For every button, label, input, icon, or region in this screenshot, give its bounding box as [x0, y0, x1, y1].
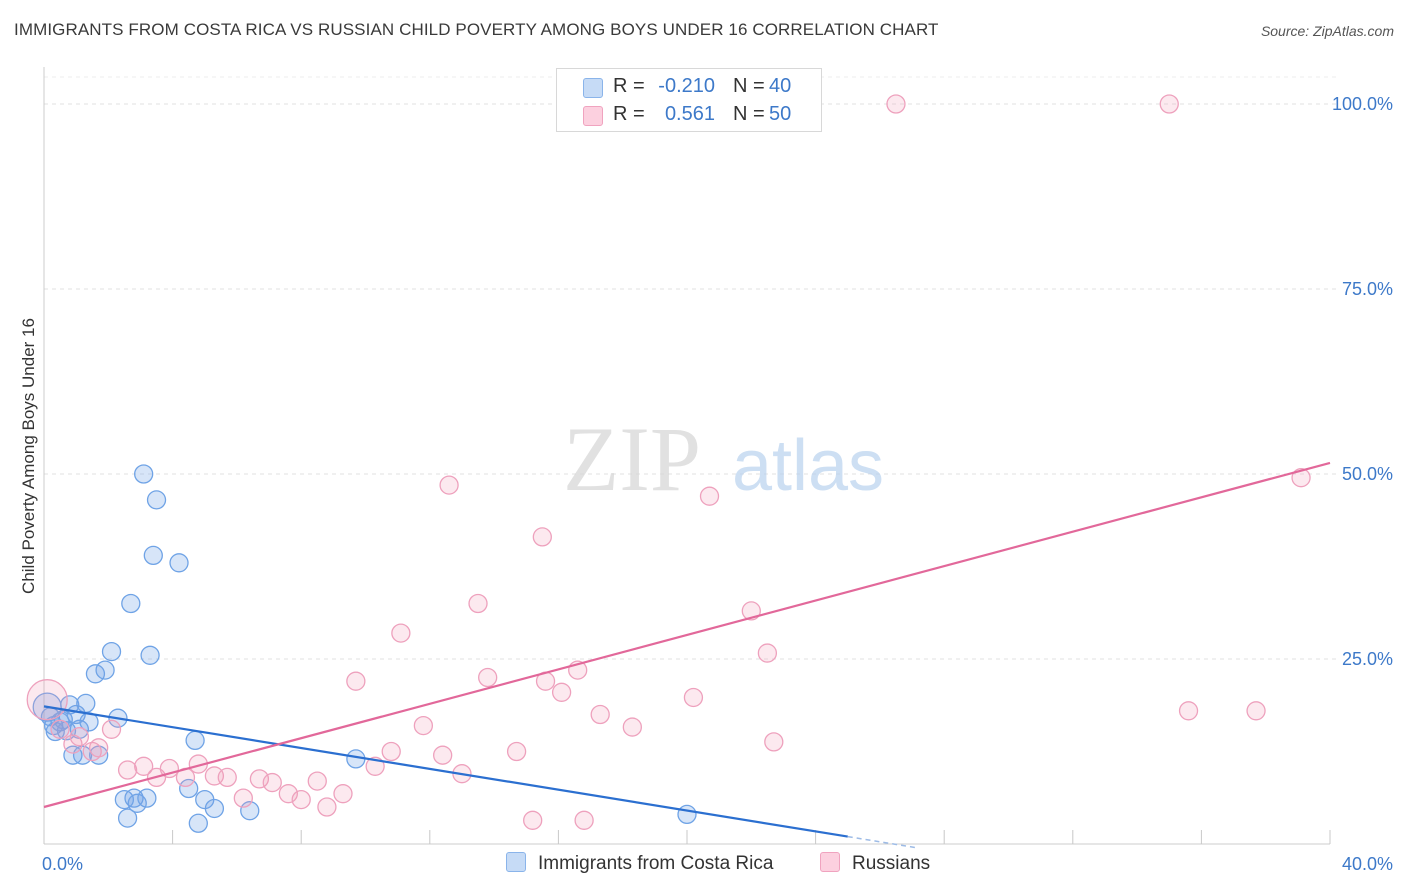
russians-point — [134, 756, 154, 776]
russians-point — [468, 593, 488, 614]
costa-rica-point — [169, 553, 189, 573]
axes — [43, 67, 1331, 845]
legend-swatch-costa-rica — [506, 852, 526, 872]
russians-point — [117, 760, 138, 780]
russians-point — [683, 687, 704, 708]
russians-point — [307, 771, 327, 791]
legend-label-costa-rica: Immigrants from Costa Rica — [538, 853, 774, 874]
russians-point — [551, 682, 572, 702]
costa-rica-point — [127, 793, 147, 813]
russians-point — [69, 727, 90, 747]
costa-rica-point — [240, 801, 260, 821]
y-tick-label: 100.0% — [1332, 94, 1393, 114]
series-legend: Immigrants from Costa Rica Russians — [0, 852, 1406, 878]
russians-point — [26, 679, 68, 721]
russians-point — [50, 719, 70, 739]
russians-point — [622, 717, 642, 737]
costa-rica-point — [137, 788, 157, 808]
tick-labels: 25.0% 50.0% 75.0% 100.0% 0.0% 40.0% — [42, 94, 1393, 874]
costa-rica-point — [95, 660, 115, 680]
costa-rica-point — [146, 490, 167, 510]
legend-n-label: N = — [733, 103, 765, 125]
costa-rica-point — [101, 641, 122, 662]
russians-point — [346, 671, 366, 691]
legend-item-costa-rica[interactable]: Immigrants from Costa Rica — [506, 852, 773, 875]
correlation-legend: R = -0.210 N = 40 R = 0.561 N = 50 — [556, 68, 822, 132]
legend-n-value: 40 — [769, 75, 792, 97]
costa-rica-trend-extension — [847, 835, 919, 849]
russians-point — [757, 643, 778, 663]
x-tick-label: 0.0% — [42, 854, 83, 874]
costa-rica-point — [185, 730, 205, 751]
costa-rica-point — [143, 545, 163, 566]
legend-n-value: 50 — [769, 103, 792, 125]
x-tick-label: 40.0% — [1342, 854, 1393, 874]
y-tick-label: 50.0% — [1342, 464, 1393, 484]
russians-point — [63, 734, 83, 754]
russians-point — [478, 667, 498, 688]
russians-point — [886, 94, 906, 114]
russians-point — [413, 715, 434, 736]
legend-swatch-costa-rica — [583, 78, 603, 98]
costa-rica-point — [179, 778, 199, 799]
legend-row-costa-rica: R = -0.210 N = 40 — [557, 73, 821, 101]
costa-rica-point — [85, 664, 106, 684]
legend-r-value: -0.210 — [658, 75, 715, 97]
russians-point — [217, 767, 237, 788]
russians-point — [433, 745, 453, 765]
legend-r-label: R = — [613, 103, 645, 125]
russians-point — [1291, 468, 1311, 488]
watermark-zip: ZIP — [563, 408, 701, 510]
russians-point — [233, 788, 253, 808]
costa-rica-points — [32, 464, 697, 833]
watermark-atlas: atlas — [732, 426, 884, 506]
russians-point — [381, 741, 401, 762]
trend-lines — [43, 461, 1331, 849]
legend-r-label: R = — [613, 75, 645, 97]
costa-rica-point — [204, 798, 225, 819]
costa-rica-point — [134, 464, 154, 484]
russians-point — [1159, 94, 1179, 114]
russians-point — [764, 732, 784, 752]
source-label: Source: ZipAtlas.com — [1260, 23, 1394, 39]
russians-point — [523, 810, 543, 830]
russians-point — [506, 741, 527, 762]
costa-rica-point — [677, 804, 697, 825]
russians-point — [1178, 701, 1199, 721]
russians-point — [262, 772, 282, 793]
russians-point — [574, 810, 594, 830]
russians-trend-line — [43, 461, 1331, 809]
russians-point — [439, 475, 459, 495]
russians-point — [333, 784, 353, 804]
legend-n-label: N = — [733, 75, 765, 97]
russians-point — [291, 789, 311, 810]
y-axis-label: Child Poverty Among Boys Under 16 — [19, 318, 38, 594]
legend-label-russians: Russians — [852, 853, 931, 874]
legend-swatch-russians — [583, 106, 603, 126]
russians-point — [699, 486, 720, 506]
russians-point — [532, 527, 552, 547]
costa-rica-point — [188, 813, 208, 833]
russians-point — [1246, 701, 1266, 721]
y-tick-label: 25.0% — [1342, 649, 1393, 669]
legend-item-russians[interactable]: Russians — [820, 852, 930, 875]
legend-row-russians: R = 0.561 N = 50 — [557, 101, 821, 129]
russians-point — [101, 719, 122, 739]
costa-rica-point — [140, 645, 160, 665]
costa-rica-point — [117, 808, 138, 828]
costa-rica-point — [121, 593, 141, 614]
costa-rica-trend-line — [43, 705, 848, 838]
gridlines — [44, 76, 1338, 660]
legend-r-value: 0.561 — [664, 103, 715, 125]
costa-rica-point — [76, 693, 96, 714]
russians-point — [590, 704, 610, 725]
russians-point — [89, 738, 109, 758]
chart-title: IMMIGRANTS FROM COSTA RICA VS RUSSIAN CH… — [14, 20, 939, 39]
y-tick-label: 75.0% — [1342, 279, 1393, 299]
legend-swatch-russians — [820, 852, 840, 872]
russians-point — [391, 623, 411, 643]
russians-point — [317, 797, 337, 817]
russians-point — [741, 601, 761, 621]
